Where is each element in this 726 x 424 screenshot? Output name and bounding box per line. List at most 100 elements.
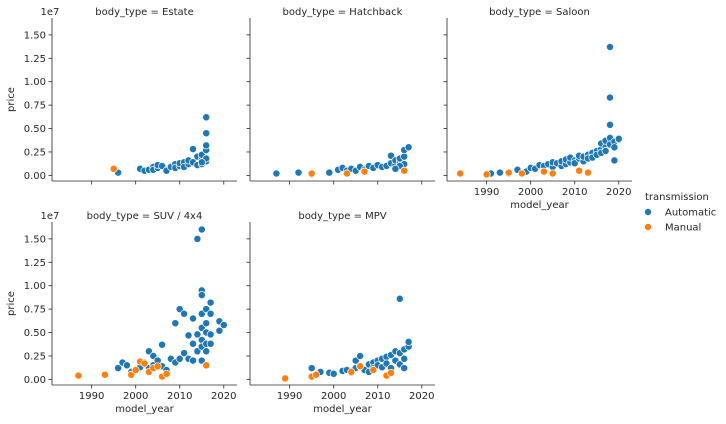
x-tick-label: 1990 [79, 391, 104, 402]
point-automatic [197, 225, 206, 234]
point-automatic [404, 337, 413, 346]
point-automatic [601, 147, 610, 155]
legend-label-automatic: Automatic [665, 208, 716, 219]
point-automatic [400, 364, 409, 373]
legend-label-manual: Manual [665, 223, 701, 234]
point-automatic [202, 113, 211, 122]
point-automatic [206, 339, 215, 348]
point-manual [575, 166, 584, 175]
point-automatic [171, 319, 180, 328]
facet-grid: body_type = Estate 0.00 0.25 0.50 0.75 1.00 1.… [6, 7, 632, 415]
point-automatic [189, 356, 197, 365]
point-automatic [356, 352, 365, 360]
y-tick-label: 0.00 [24, 171, 46, 182]
y-tick-label: 0.75 [24, 305, 46, 316]
point-manual [74, 371, 83, 380]
x-tick-label: 2010 [365, 391, 390, 402]
point-manual [281, 374, 290, 383]
point-automatic [122, 361, 131, 370]
point-automatic [175, 354, 184, 363]
point-automatic [202, 319, 211, 328]
point-manual [360, 167, 369, 176]
legend-title: transmission [645, 192, 709, 203]
point-automatic [206, 330, 215, 339]
point-automatic [197, 158, 206, 167]
point-automatic [400, 354, 409, 363]
point-manual [356, 362, 365, 371]
point-manual [539, 167, 548, 176]
point-manual [548, 169, 557, 178]
point-manual [162, 369, 171, 378]
point-automatic [206, 309, 215, 318]
point-automatic [189, 339, 197, 348]
panel-title: body_type = Saloon [489, 7, 590, 18]
panel-title: body_type = Hatchback [283, 7, 403, 18]
point-automatic [219, 321, 228, 329]
point-manual [342, 169, 351, 178]
legend-marker-manual [644, 223, 652, 231]
x-tick-label: 2000 [518, 187, 543, 198]
y-tick-label: 1.25 [24, 258, 46, 269]
y-axis-label: price [6, 87, 17, 112]
point-automatic [215, 326, 224, 335]
panel-title: body_type = Estate [95, 7, 193, 18]
point-automatic [610, 143, 619, 152]
point-automatic [180, 349, 189, 358]
y-tick-label: 1.00 [24, 77, 46, 88]
point-manual [100, 370, 109, 379]
point-automatic [610, 156, 619, 165]
point-automatic [189, 145, 197, 154]
point-automatic [202, 141, 211, 150]
point-manual [153, 362, 162, 371]
x-axis-label: model_year [313, 404, 372, 415]
point-automatic [197, 291, 206, 300]
x-tick-label: 2020 [606, 187, 631, 198]
point-automatic [606, 93, 614, 102]
point-manual [369, 366, 378, 374]
point-automatic [325, 168, 334, 177]
y-tick-label: 0.75 [24, 101, 46, 112]
x-tick-label: 2010 [562, 187, 587, 198]
point-automatic [180, 309, 189, 318]
point-manual [312, 370, 321, 379]
x-axis-label: model_year [510, 200, 569, 211]
facet-panel: body_type = Hatchback [246, 7, 435, 185]
y-offset-label: 1e7 [41, 7, 60, 18]
y-tick-label: 0.50 [24, 328, 46, 339]
point-manual [347, 367, 356, 376]
point-automatic [495, 168, 504, 177]
point-automatic [193, 330, 202, 339]
y-axis-label: price [6, 291, 17, 316]
y-offset-label: 1e7 [41, 211, 60, 222]
x-tick-label: 2010 [167, 391, 192, 402]
y-tick-label: 0.00 [24, 375, 46, 386]
point-manual [400, 166, 409, 175]
point-automatic [606, 43, 614, 51]
point-automatic [606, 120, 614, 129]
x-tick-label: 2000 [321, 391, 346, 402]
point-automatic [391, 164, 400, 173]
point-manual [109, 164, 118, 173]
point-manual [456, 169, 465, 178]
point-manual [387, 368, 395, 377]
y-tick-label: 0.50 [24, 124, 46, 135]
facet-panel: body_type = Estate 0.00 0.25 0.50 0.75 1.00 1.… [6, 7, 237, 185]
x-tick-label: 2020 [211, 391, 236, 402]
point-automatic [395, 294, 404, 303]
point-manual [307, 169, 316, 178]
point-manual [517, 169, 526, 178]
y-tick-label: 1.50 [24, 30, 46, 41]
y-tick-label: 1.25 [24, 54, 46, 65]
facet-panel: body_type = Saloon 1990 2000 2010 2020 model_… [443, 7, 632, 211]
y-tick-label: 1.00 [24, 281, 46, 292]
point-automatic [202, 129, 211, 138]
point-automatic [206, 298, 215, 307]
x-tick-label: 2020 [409, 391, 434, 402]
point-automatic [307, 364, 316, 373]
point-automatic [202, 347, 211, 356]
point-automatic [189, 314, 197, 323]
point-manual [131, 366, 140, 374]
panel-title: body_type = SUV / 4x4 [87, 211, 203, 222]
point-automatic [294, 168, 303, 177]
